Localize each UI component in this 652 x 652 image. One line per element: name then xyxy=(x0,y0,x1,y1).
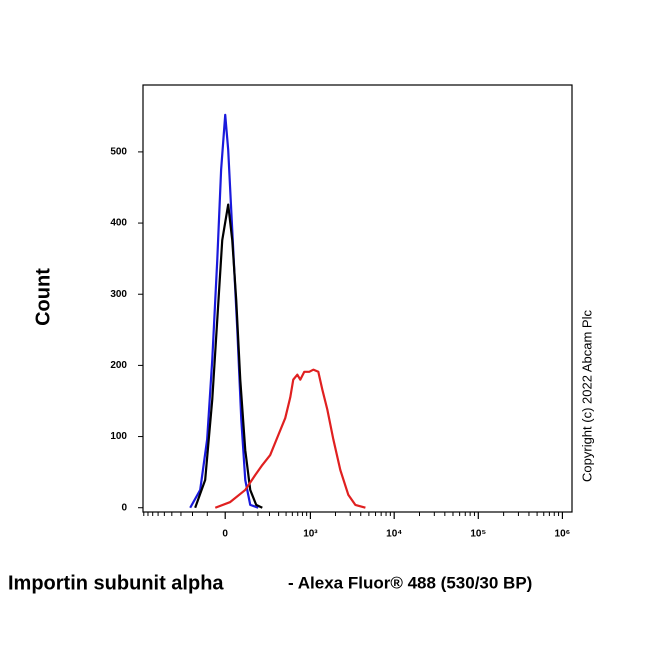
x-tick-label: 10⁴ xyxy=(386,529,402,540)
y-tick-label: 200 xyxy=(110,360,127,371)
series-line xyxy=(194,203,263,509)
x-axis-label: Importin subunit alpha xyxy=(8,572,224,594)
y-tick-label: 300 xyxy=(110,289,127,300)
x-axis-label: - Alexa Fluor® 488 (530/30 BP) xyxy=(288,573,532,592)
series-line xyxy=(189,113,259,509)
y-axis-label: Count xyxy=(32,268,54,326)
y-tick-label: 500 xyxy=(110,147,127,158)
plot-frame xyxy=(142,84,573,513)
x-tick-label: 0 xyxy=(222,529,228,540)
y-tick-label: 0 xyxy=(121,502,127,513)
series-line xyxy=(214,368,366,509)
copyright: Copyright (c) 2022 Abcam Plc xyxy=(579,310,594,482)
x-tick-label: 10⁵ xyxy=(470,529,486,540)
y-tick-label: 400 xyxy=(110,218,127,229)
x-tick-label: 10³ xyxy=(303,529,318,540)
y-tick-label: 100 xyxy=(110,431,127,442)
x-tick-label: 10⁶ xyxy=(555,529,571,540)
